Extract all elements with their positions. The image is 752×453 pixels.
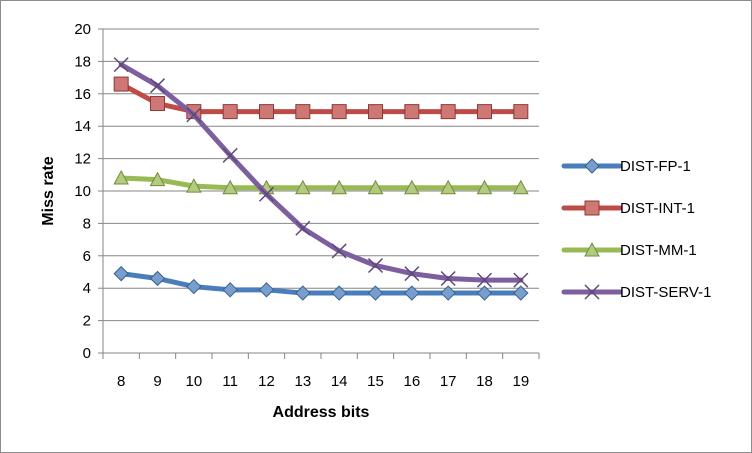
data-point — [512, 179, 529, 195]
legend-item: DIST-MM-1 — [561, 241, 697, 259]
x-axis-title: Address bits — [273, 404, 370, 421]
data-point — [295, 104, 311, 120]
y-tick-label: 14 — [74, 118, 91, 135]
legend: DIST-FP-1 DIST-INT-1 DIST-MM-1 DIST-SERV-1 — [561, 158, 711, 301]
data-point — [113, 57, 129, 73]
legend-label: DIST-MM-1 — [620, 242, 697, 259]
data-point — [476, 179, 493, 195]
data-point — [259, 104, 274, 120]
data-point — [476, 285, 493, 301]
data-point — [367, 179, 384, 195]
series-DIST-SERV-1 — [113, 57, 529, 288]
x-tick-label: 12 — [258, 373, 275, 390]
data-point — [367, 257, 384, 274]
y-tick-label: 4 — [83, 280, 91, 297]
data-point — [186, 278, 202, 295]
y-tick-label: 16 — [74, 86, 91, 103]
data-point — [440, 270, 456, 287]
data-point — [513, 272, 529, 288]
data-point — [368, 104, 383, 120]
x-tick-label: 13 — [294, 373, 311, 390]
x-tick-label: 17 — [440, 373, 457, 390]
y-tick-label: 12 — [74, 151, 91, 168]
legend-item: DIST-FP-1 — [561, 158, 691, 175]
series-DIST-FP-1 — [113, 265, 529, 301]
grid-layer — [103, 28, 539, 322]
data-point — [113, 169, 130, 185]
data-point — [222, 104, 238, 120]
y-tick-label: 20 — [74, 21, 91, 38]
data-point — [222, 179, 239, 195]
data-point — [477, 104, 492, 120]
data-point — [440, 179, 457, 195]
series-line — [118, 175, 524, 191]
series-layer — [113, 57, 529, 301]
data-point — [440, 285, 456, 301]
legend-marker — [584, 284, 600, 300]
series-DIST-MM-1 — [113, 169, 529, 195]
data-point — [258, 186, 275, 202]
data-point — [440, 104, 456, 120]
x-tick-label: 18 — [476, 373, 493, 390]
data-point — [185, 178, 202, 193]
series-line — [118, 62, 524, 283]
data-point — [258, 282, 275, 298]
x-tick-label: 16 — [403, 373, 420, 390]
y-tick-label: 10 — [74, 183, 91, 200]
y-axis-title: Miss rate — [40, 156, 57, 225]
legend-marker — [584, 241, 600, 257]
data-point — [331, 179, 348, 195]
x-tick-label: 11 — [222, 373, 238, 390]
data-point — [113, 265, 129, 282]
x-tick-label: 10 — [185, 373, 202, 390]
data-point — [294, 179, 311, 195]
data-point — [367, 285, 384, 301]
data-point — [150, 96, 165, 112]
data-point — [149, 171, 166, 187]
legend-marker — [584, 158, 600, 174]
series-line — [118, 271, 524, 296]
data-point — [113, 76, 129, 92]
data-point — [331, 104, 347, 120]
data-point — [331, 243, 347, 259]
data-point — [404, 285, 420, 301]
y-tick-label: 18 — [74, 53, 91, 70]
x-tick-label: 14 — [331, 373, 348, 390]
data-point — [222, 282, 238, 298]
y-tick-label: 0 — [83, 345, 91, 362]
legend-marker — [584, 200, 600, 216]
data-point — [149, 78, 166, 94]
data-point — [295, 285, 311, 301]
data-point — [331, 285, 347, 301]
x-tick-label: 8 — [117, 373, 125, 390]
data-point — [513, 104, 529, 120]
legend-label: DIST-SERV-1 — [620, 284, 711, 301]
data-point — [149, 270, 166, 287]
data-point — [513, 285, 529, 301]
data-point — [476, 272, 493, 288]
x-tick-label: 15 — [367, 373, 384, 390]
data-point — [404, 266, 420, 282]
y-tick-label: 2 — [83, 313, 91, 330]
legend-label: DIST-FP-1 — [620, 158, 691, 175]
data-point — [186, 107, 202, 123]
x-tick-label: 19 — [512, 373, 529, 390]
legend-item: DIST-SERV-1 — [561, 284, 711, 301]
x-tick-label: 9 — [153, 373, 161, 390]
data-point — [295, 220, 311, 236]
legend-label: DIST-INT-1 — [620, 200, 695, 217]
data-point — [222, 147, 238, 163]
data-point — [403, 179, 420, 195]
legend-item: DIST-INT-1 — [561, 200, 695, 217]
y-tick-label: 8 — [83, 215, 91, 232]
y-tick-label: 6 — [83, 248, 91, 265]
data-point — [404, 104, 420, 120]
axes-layer: 0 2 4 6 8 10 12 14 16 18 20 8 9 10 11 12 13 14 15 16 17 18 19 — [74, 21, 540, 390]
